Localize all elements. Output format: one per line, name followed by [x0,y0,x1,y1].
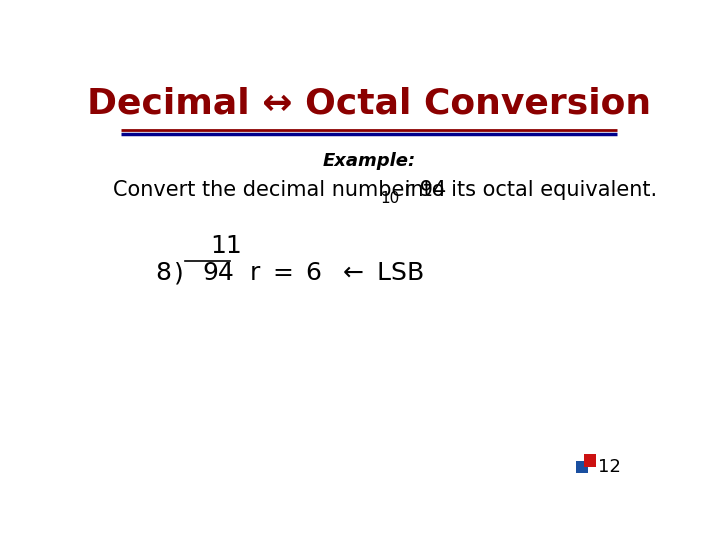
Text: Convert the decimal number 94: Convert the decimal number 94 [113,180,446,200]
Text: ): ) [174,261,184,286]
Text: into its octal equivalent.: into its octal equivalent. [397,180,657,200]
Text: 8: 8 [156,261,171,286]
Text: Example:: Example: [323,152,415,170]
FancyBboxPatch shape [584,455,596,467]
Text: Decimal ↔ Octal Conversion: Decimal ↔ Octal Conversion [87,86,651,120]
Text: 94: 94 [202,261,234,286]
Text: 12: 12 [598,458,621,476]
Text: r $=$ 6  $\leftarrow$ LSB: r $=$ 6 $\leftarrow$ LSB [249,261,423,286]
FancyBboxPatch shape [576,461,588,473]
Text: 11: 11 [210,234,242,259]
Text: 10: 10 [381,191,400,206]
